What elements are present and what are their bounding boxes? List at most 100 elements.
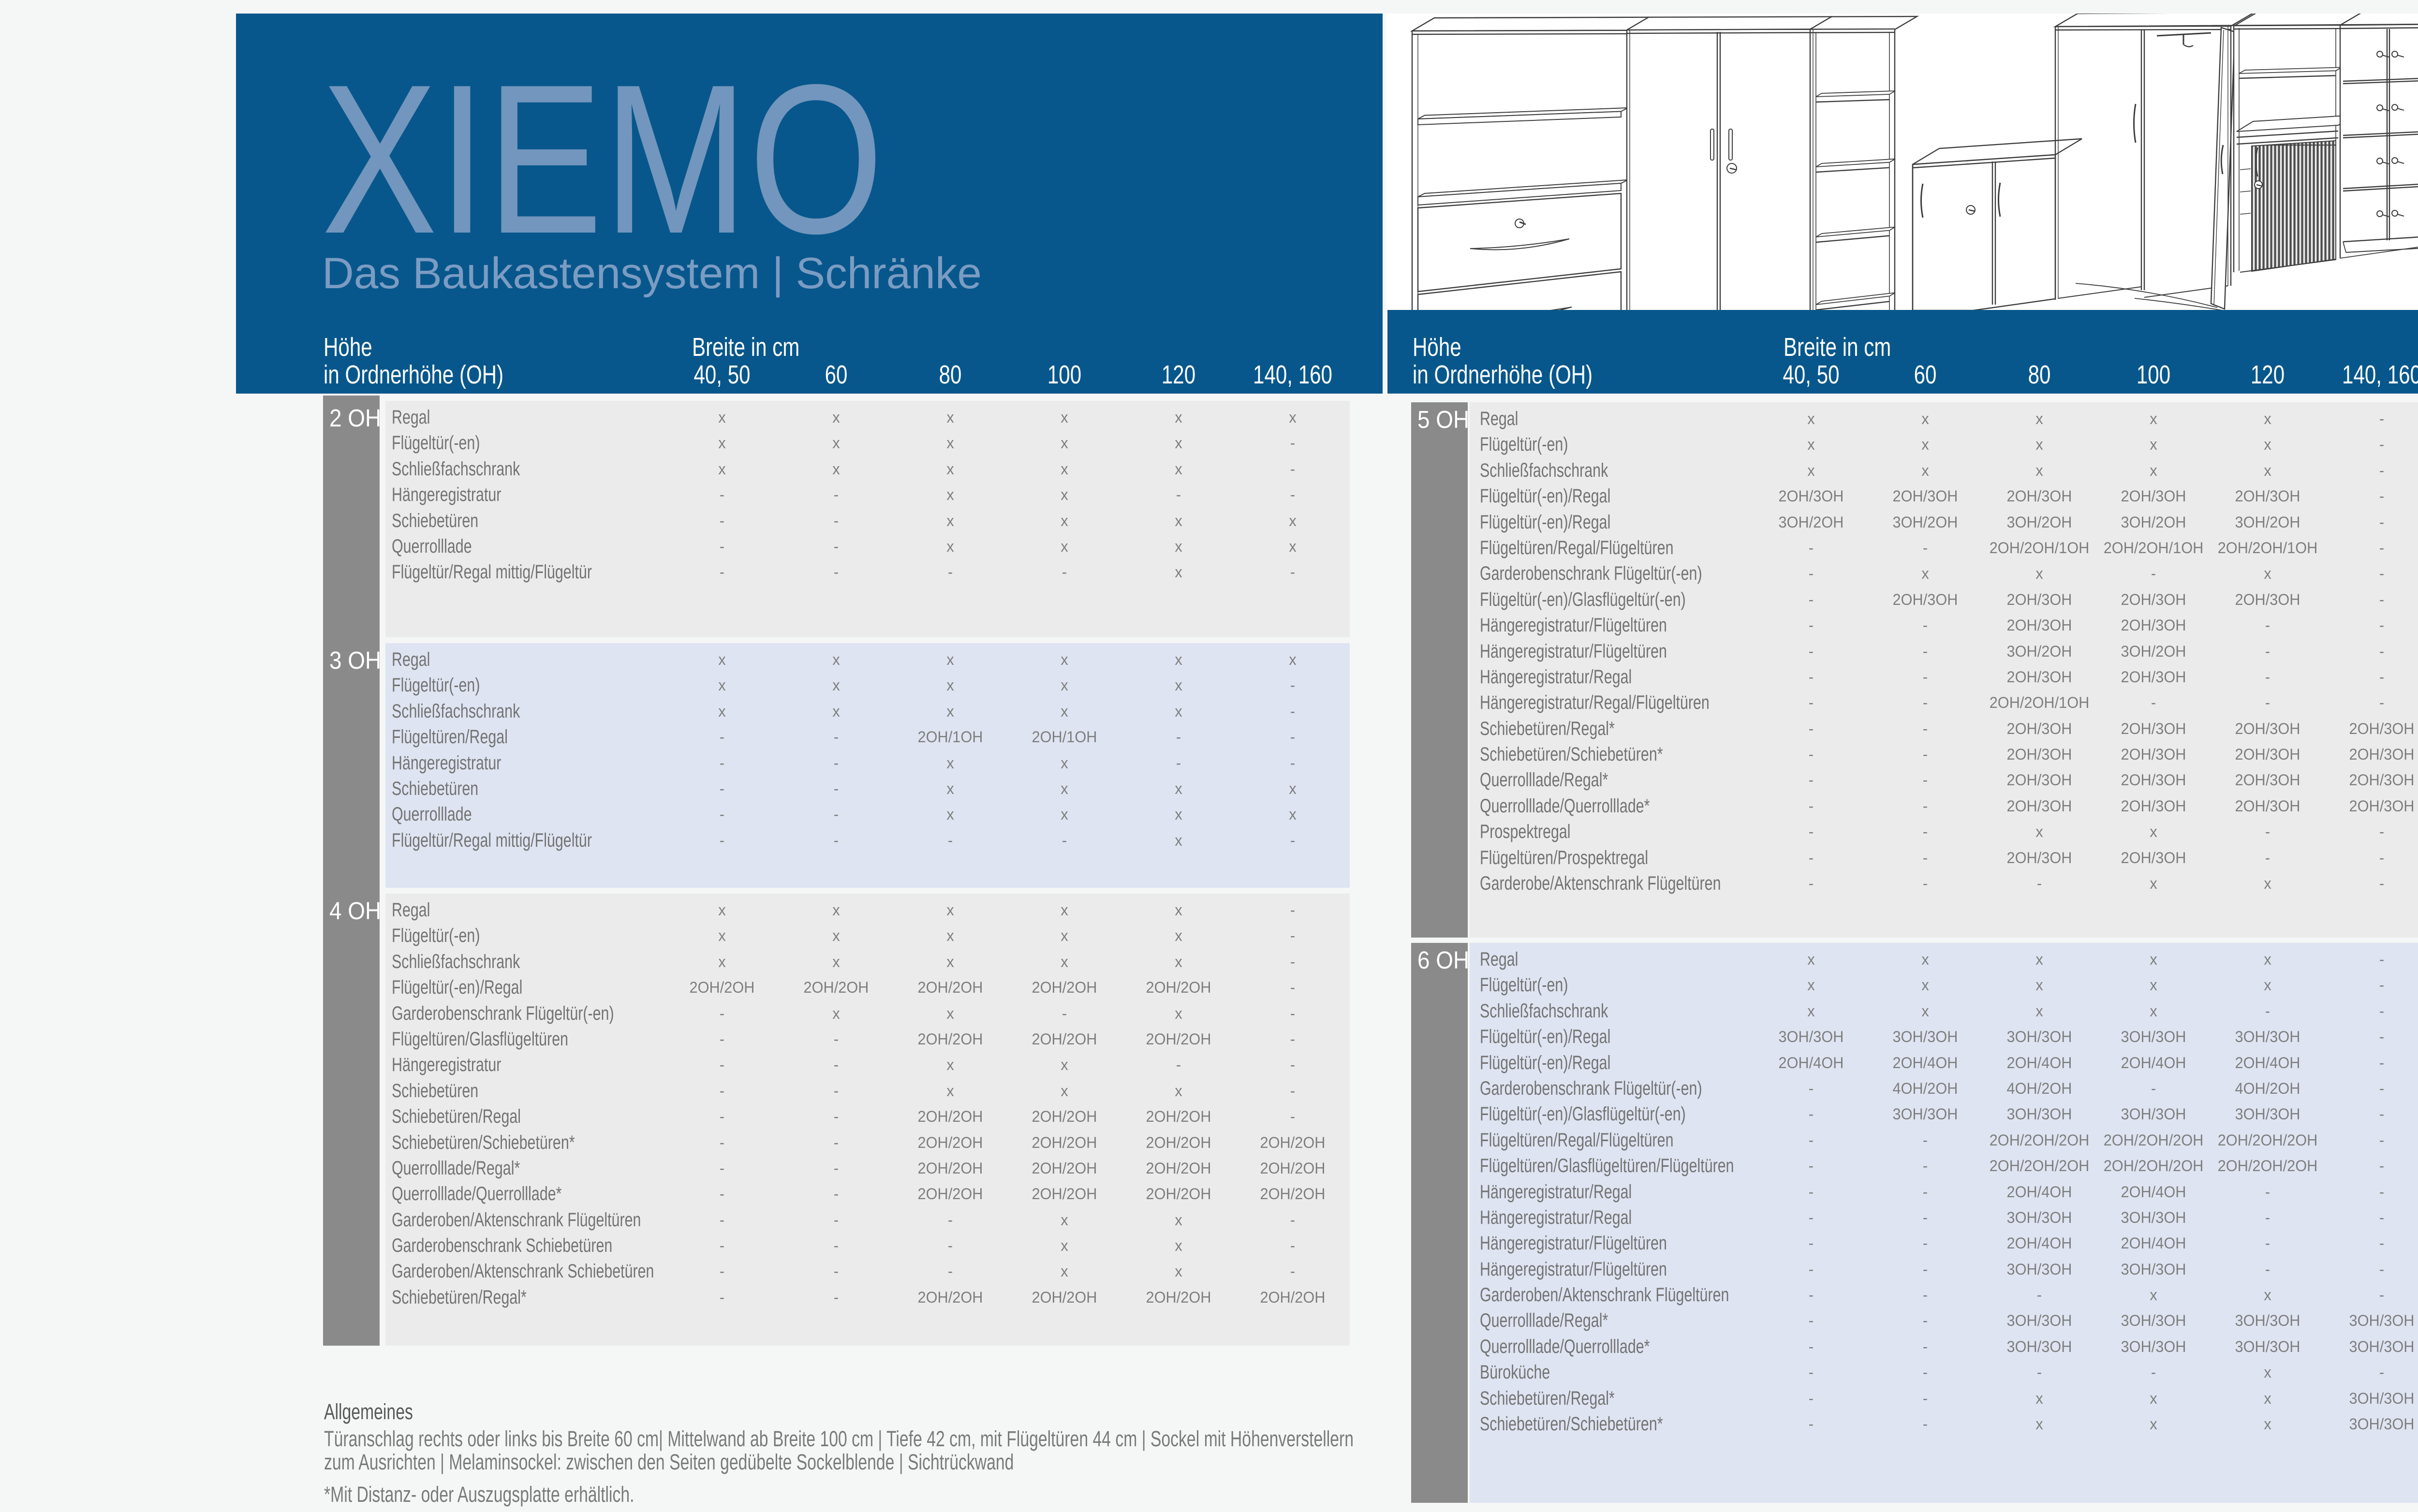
table-row: Flügeltüren/Regal/Flügeltüren - - 2OH/2OH/2… (1470, 1128, 2418, 1153)
table-cell: 2OH/2OH/1OH (2217, 539, 2318, 557)
row-label: Regal (392, 649, 430, 670)
row-label: Garderoben/Aktenschrank Flügeltüren (1480, 1284, 1729, 1306)
table-row: Schiebetüren - - x x x x (385, 776, 1350, 802)
table-cell: 2OH/3OH (2006, 590, 2072, 608)
table-cell: x (2264, 951, 2271, 968)
table-cell: - (1290, 1108, 1296, 1126)
row-label: Garderoben/Aktenschrank Schiebetüren (392, 1261, 654, 1282)
table-cell: 2OH/3OH (2349, 746, 2415, 763)
table-cell: x (718, 927, 726, 945)
table-cell: - (2036, 875, 2042, 893)
table-cell: 2OH/2OH/1OH (1989, 694, 2090, 712)
page-subtitle: Das Baukastensystem | Schränke (322, 249, 982, 298)
table-row: Schließfachschrank x x x x x - (1470, 458, 2418, 484)
table-cell: - (1808, 1208, 1814, 1226)
table-row: Flügeltüren/Regal - - 2OH/1OH 2OH/1OH - - (385, 724, 1350, 750)
table-row: Flügeltüren/Glasflügeltüren - - 2OH/2OH 2OH/… (385, 1027, 1350, 1052)
table-cell: x (1061, 512, 1068, 529)
table-cell: 2OH/4OH (2235, 1054, 2300, 1072)
table-row: Hängeregistratur/Flügeltüren - - 3OH/2OH 3OH… (1470, 639, 2418, 664)
table-cell: - (1808, 694, 1814, 712)
table-row: Schließfachschrank x x x x x - (385, 699, 1350, 724)
table-cell: - (1808, 823, 1814, 841)
width-column-label: 100 (2136, 360, 2171, 389)
table-row: Hängeregistratur/Flügeltüren - - 2OH/4OH 2OH… (1470, 1231, 2418, 1256)
table-cell: - (2379, 513, 2385, 531)
table-cell: - (1808, 617, 1814, 634)
table-cell: - (833, 1211, 839, 1229)
table-cell: x (946, 486, 954, 504)
table-cell: 2OH/2OH/2OH (2217, 1157, 2318, 1175)
table-row: Schiebetüren - - x x x x (385, 508, 1350, 534)
table-cell: 2OH/4OH (2006, 1183, 2072, 1201)
height-column-header: Höhe in Ordnerhöhe (OH) (1413, 334, 1592, 389)
table-cell: - (1290, 434, 1296, 452)
row-label: Regal (392, 899, 430, 921)
table-cell: 3OH/3OH (1892, 1028, 1958, 1046)
table-cell: 2OH/2OH/1OH (2103, 539, 2204, 557)
row-label: Querrolllade/Querrolllade* (392, 1183, 562, 1205)
table-cell: - (833, 728, 839, 746)
table-cell: - (2265, 823, 2271, 841)
table-cell: - (1290, 1030, 1296, 1048)
table-cell: - (2379, 1079, 2385, 1097)
table-section-5oh: Regal x x x x x - Flügeltür(-en) x x x x x - Schließfa… (1470, 402, 2418, 938)
table-cell: 3OH/2OH (1892, 513, 1958, 531)
row-label: Hängeregistratur/Regal (1480, 1206, 1632, 1228)
table-row: Flügeltür(-en)/Regal 2OH/4OH 2OH/4OH 2OH/4O… (1470, 1050, 2418, 1076)
table-cell: 2OH/2OH/2OH (2103, 1131, 2204, 1149)
table-cell: 3OH/3OH (2349, 1312, 2415, 1330)
table-cell: - (1808, 875, 1814, 893)
table-cell: - (719, 1237, 725, 1255)
table-cell: - (1808, 1131, 1814, 1149)
row-label: Schließfachschrank (1480, 459, 1608, 481)
table-cell: - (833, 1288, 839, 1306)
table-cell: x (946, 409, 954, 426)
table-cell: x (2264, 875, 2271, 893)
row-label: Flügeltür/Regal mittig/Flügeltür (392, 829, 592, 851)
row-label: Querrolllade/Querrolllade* (1480, 795, 1650, 817)
table-row: Flügeltür(-en) x x x x x - (385, 923, 1350, 949)
table-cell: - (2151, 565, 2156, 583)
table-cell: x (1175, 953, 1182, 970)
table-row: Hängeregistratur/Flügeltüren - - 2OH/3OH 2OH… (1470, 613, 2418, 638)
table-cell: x (2035, 410, 2043, 427)
table-cell: x (946, 537, 954, 555)
table-cell: - (1922, 1131, 1928, 1149)
width-column-label: 80 (2028, 360, 2051, 389)
row-label: Schließfachschrank (1480, 1000, 1608, 1022)
table-cell: - (833, 1030, 839, 1048)
table-cell: - (2151, 1079, 2156, 1097)
table-cell: 2OH/2OH/2OH (2103, 1157, 2204, 1175)
table-cell: x (2035, 565, 2043, 583)
row-label: Flügeltür(-en)/Glasflügeltür(-en) (1480, 1103, 1686, 1125)
table-cell: - (719, 779, 725, 797)
table-cell: 2OH/4OH (2006, 1054, 2072, 1072)
table-cell: x (2035, 1389, 2043, 1407)
table-cell: - (1922, 1234, 1928, 1252)
table-row: Schiebetüren/Schiebetüren* - - 2OH/2OH 2OH/2… (385, 1130, 1350, 1156)
table-cell: - (2379, 1157, 2385, 1175)
table-cell: x (832, 434, 840, 452)
table-cell: - (833, 831, 839, 849)
table-cell: - (719, 1288, 725, 1306)
table-cell: 2OH/3OH (1778, 487, 1844, 505)
table-cell: 2OH/4OH (2121, 1054, 2186, 1072)
width-label: Breite in cm (1784, 333, 1891, 362)
table-cell: 2OH/4OH (1892, 1054, 1958, 1072)
row-label: Hängeregistratur/Flügeltüren (1480, 1258, 1667, 1280)
table-cell: - (719, 1262, 725, 1280)
table-cell: x (2150, 951, 2157, 968)
table-cell: - (833, 1159, 839, 1177)
table-cell: - (1808, 668, 1814, 686)
row-label: Garderobenschrank Flügeltür(-en) (392, 1002, 614, 1024)
table-cell: x (1921, 461, 1929, 479)
table-cell: 3OH/3OH (2349, 1337, 2415, 1355)
table-cell: x (2264, 461, 2271, 479)
table-cell: x (1175, 434, 1182, 452)
table-cell: 2OH/3OH (1892, 590, 1958, 608)
table-cell: - (1922, 1389, 1928, 1407)
width-column-label: 40, 50 (693, 360, 751, 389)
table-cell: - (1062, 1004, 1067, 1022)
table-cell: x (1061, 953, 1068, 970)
